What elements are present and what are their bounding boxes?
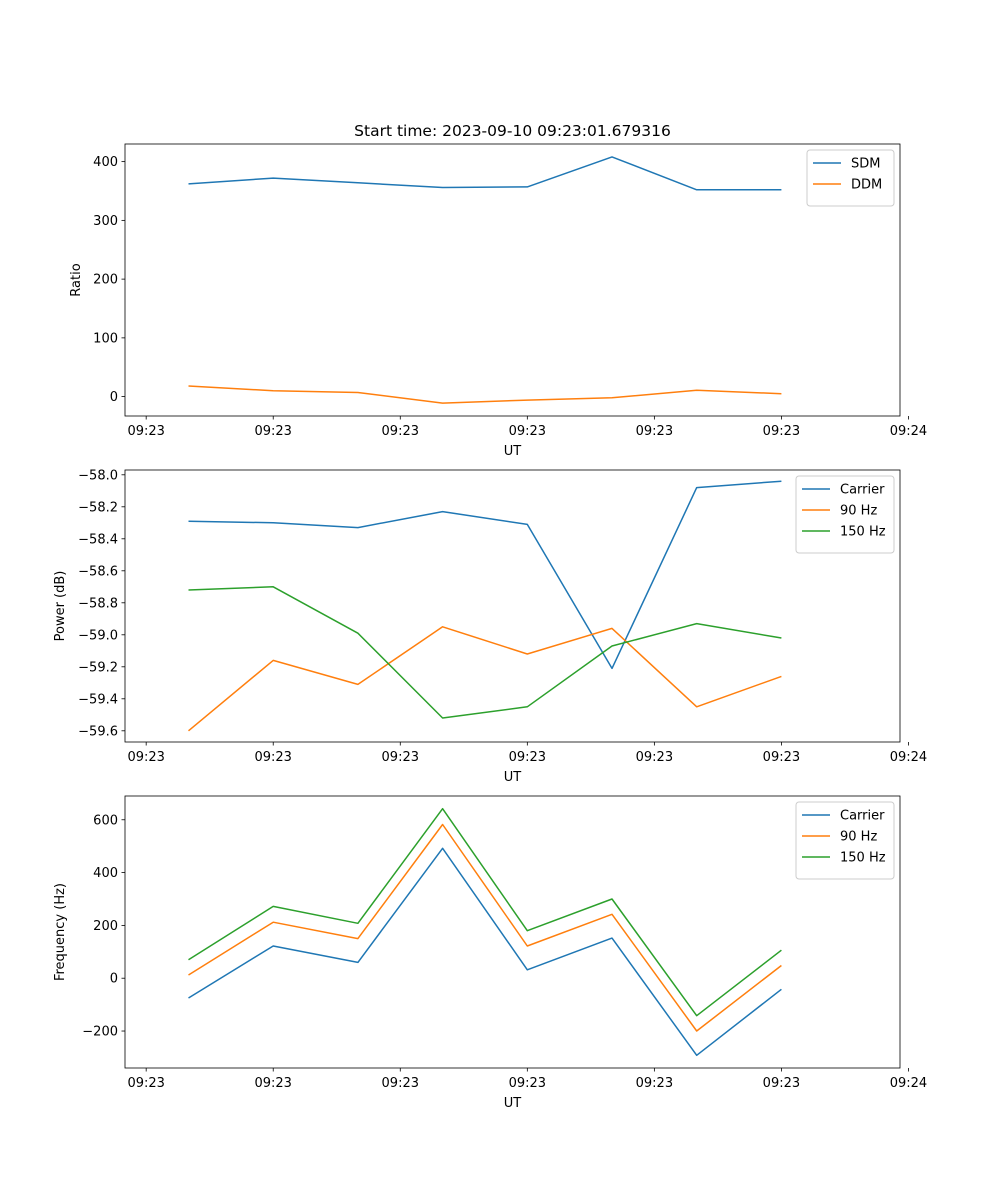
series-line-sdm (188, 156, 782, 191)
y-tick-label: 200 (93, 919, 118, 934)
x-tick-label: 09:23 (254, 1076, 291, 1091)
y-tick-label: −59.0 (78, 628, 118, 643)
y-tick-label: −200 (82, 1025, 118, 1040)
y-tick-label: 100 (93, 331, 118, 346)
x-tick-label: 09:23 (763, 424, 800, 439)
y-tick-label: 200 (93, 273, 118, 288)
x-tick-label: 09:23 (254, 750, 291, 765)
chart-panel-2: 09:23 09:23 09:23 09:23 09:23 09:23 09:24 −58.0… (53, 468, 927, 785)
plot-frame (124, 143, 901, 417)
legend-label: 90 Hz (840, 504, 877, 519)
x-axis-label: UT (504, 1096, 522, 1111)
legend-label: Carrier (840, 483, 885, 498)
legend-box (795, 801, 895, 880)
y-tick-label: −59.4 (78, 692, 118, 707)
y-tick-label: 300 (93, 214, 118, 229)
legend-box (795, 475, 895, 554)
legend-label: DDM (851, 178, 882, 193)
x-axis-label: UT (504, 770, 522, 785)
x-tick-label: 09:24 (890, 424, 927, 439)
y-tick-label: 600 (93, 813, 118, 828)
series-line-90-hz (188, 823, 782, 1032)
legend-label: SDM (851, 157, 880, 172)
legend-label: 150 Hz (840, 851, 886, 866)
x-tick-label: 09:23 (382, 424, 419, 439)
y-tick-label: 0 (110, 390, 118, 405)
series-line-90-hz (188, 626, 782, 732)
legend: SDM DDM (806, 149, 895, 207)
x-tick-label: 09:23 (382, 750, 419, 765)
legend-label: 150 Hz (840, 525, 886, 540)
x-tick-label: 09:23 (763, 1076, 800, 1091)
x-tick-label: 09:23 (127, 750, 164, 765)
y-tick-label: −58.0 (78, 468, 118, 483)
x-axis-label: UT (504, 444, 522, 459)
x-tick-label: 09:23 (636, 750, 673, 765)
x-tick-label: 09:23 (127, 1076, 164, 1091)
y-tick-label: −58.4 (78, 532, 118, 547)
y-tick-label: −58.8 (78, 596, 118, 611)
legend-label: Carrier (840, 809, 885, 824)
x-tick-label: 09:23 (636, 1076, 673, 1091)
chart-panel-3: 09:23 09:23 09:23 09:23 09:23 09:23 09:24 −200 0… (53, 795, 927, 1111)
y-tick-label: −59.2 (78, 660, 118, 675)
series-line-150-hz (188, 807, 782, 1017)
plot-frame (124, 469, 901, 743)
y-tick-label: 400 (93, 155, 118, 170)
chart-panel-1: 09:23 09:23 09:23 09:23 09:23 09:23 09:24 0 100 2… (69, 122, 927, 459)
plot-frame (124, 795, 901, 1069)
x-tick-label: 09:23 (763, 750, 800, 765)
x-tick-label: 09:23 (254, 424, 291, 439)
x-tick-label: 09:23 (636, 424, 673, 439)
y-tick-label: −58.2 (78, 500, 118, 515)
series-line-carrier (188, 480, 782, 670)
x-tick-label: 09:23 (127, 424, 164, 439)
x-tick-label: 09:23 (509, 750, 546, 765)
x-tick-label: 09:23 (509, 1076, 546, 1091)
y-tick-label: 400 (93, 866, 118, 881)
chart-title: Start time: 2023-09-10 09:23:01.679316 (354, 122, 671, 140)
series-line-ddm (188, 385, 782, 404)
legend: Carrier 90 Hz 150 Hz (795, 801, 895, 880)
x-tick-label: 09:23 (509, 424, 546, 439)
legend-box (806, 149, 895, 207)
y-axis-label: Ratio (69, 263, 84, 296)
legend: Carrier 90 Hz 150 Hz (795, 475, 895, 554)
y-tick-label: −59.6 (78, 724, 118, 739)
y-axis-label: Power (dB) (53, 571, 68, 642)
legend-label: 90 Hz (840, 830, 877, 845)
y-tick-label: −58.6 (78, 564, 118, 579)
y-tick-label: 0 (110, 972, 118, 987)
series-line-carrier (188, 847, 782, 1057)
y-axis-label: Frequency (Hz) (53, 883, 68, 981)
x-tick-label: 09:24 (890, 1076, 927, 1091)
series-line-150-hz (188, 586, 782, 719)
x-tick-label: 09:24 (890, 750, 927, 765)
x-tick-label: 09:23 (382, 1076, 419, 1091)
